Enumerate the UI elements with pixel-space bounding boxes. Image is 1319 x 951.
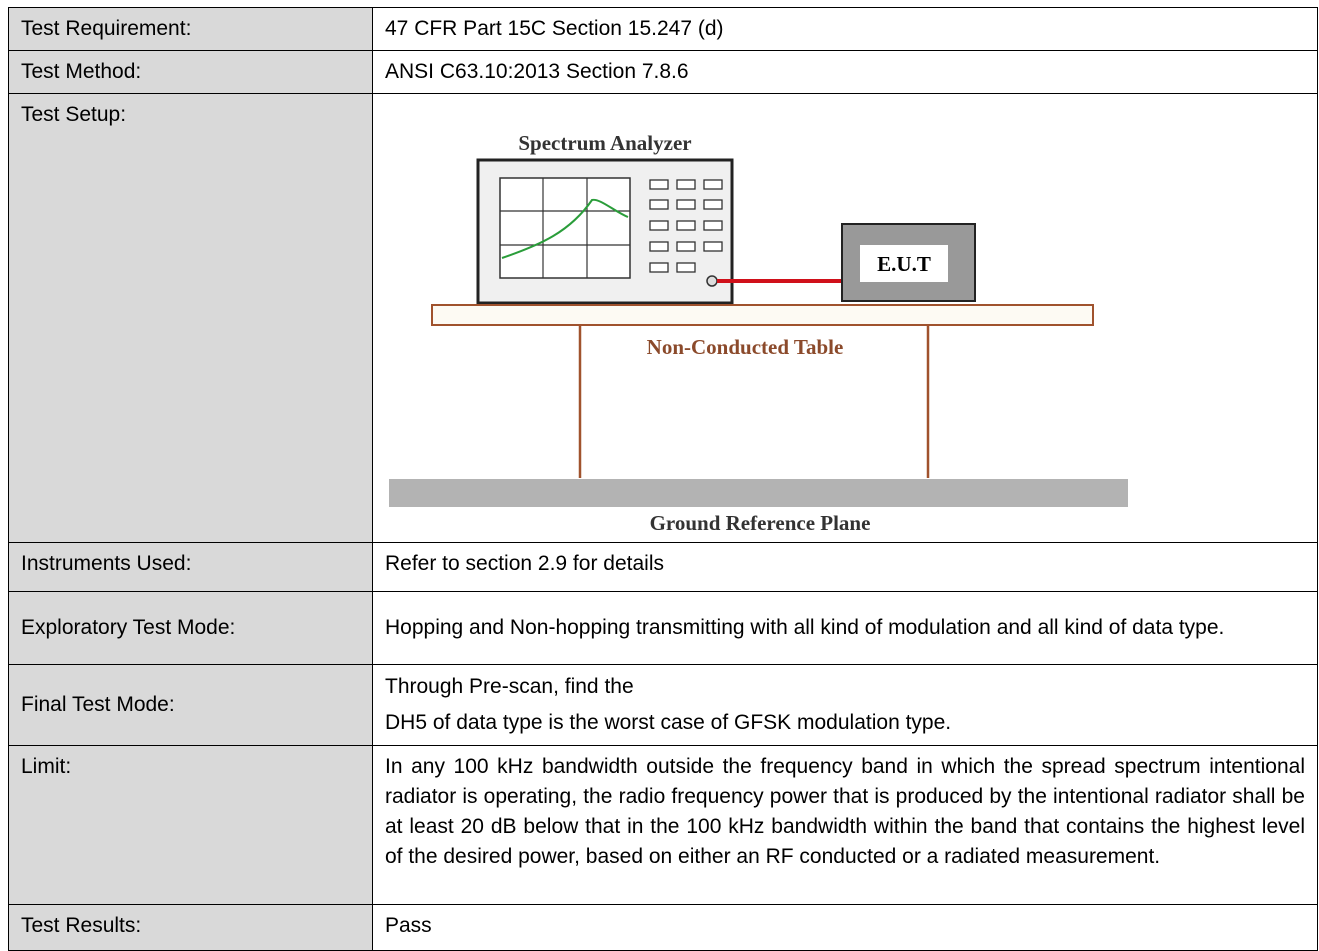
row-label: Test Method:: [8, 50, 373, 94]
ground-plane: [389, 479, 1128, 507]
row-label: Exploratory Test Mode:: [8, 591, 373, 665]
row-label: Limit:: [8, 745, 373, 905]
table-row: Instruments Used: Refer to section 2.9 fo…: [8, 542, 1318, 592]
table-row: Final Test Mode: Through Pre-scan, find t…: [8, 664, 1318, 746]
paragraph: In any 100 kHz bandwidth outside the fre…: [385, 755, 1305, 868]
row-label: Test Setup:: [8, 93, 373, 543]
paragraph: Pass: [385, 914, 432, 937]
eut-label: E.U.T: [877, 252, 931, 276]
table-top: [431, 304, 1094, 326]
eut-label-box: [860, 245, 948, 282]
analyzer-label: Spectrum Analyzer: [518, 131, 691, 155]
row-value: ANSI C63.10:2013 Section 7.8.6: [372, 50, 1318, 94]
paragraph: ANSI C63.10:2013 Section 7.8.6: [385, 60, 689, 83]
buttons: [649, 179, 723, 273]
trace: [501, 198, 629, 259]
row-value: 47 CFR Part 15C Section 15.247 (d): [372, 7, 1318, 51]
paragraph: Through Pre-scan, find the: [385, 675, 634, 698]
table-row: Limit: In any 100 kHz bandwidth outside t…: [8, 745, 1318, 905]
row-value: Refer to section 2.9 for details: [372, 542, 1318, 592]
row-label: Test Requirement:: [8, 7, 373, 51]
paragraph: DH5 of data type is the worst case of GF…: [385, 711, 952, 734]
table-row: Exploratory Test Mode: Hopping and Non-ho…: [8, 591, 1318, 665]
table-row: Test Requirement: 47 CFR Part 15C Section…: [8, 7, 1318, 51]
row-label: Test Results:: [8, 904, 373, 951]
paragraph: Refer to section 2.9 for details: [385, 552, 664, 575]
connector: [706, 275, 718, 287]
test-setup-diagram: Spectrum Analyzer E.U.T Non-Conducted Ta…: [389, 131, 1128, 535]
row-value: Hopping and Non-hopping transmitting wit…: [372, 591, 1318, 665]
row-label: Instruments Used:: [8, 542, 373, 592]
screen-grid: [500, 178, 630, 278]
row-value: Pass: [372, 904, 1318, 951]
table-label: Non-Conducted Table: [647, 335, 844, 359]
row-label: Final Test Mode:: [8, 664, 373, 746]
paragraph: Hopping and Non-hopping transmitting wit…: [385, 616, 1225, 639]
paragraph: 47 CFR Part 15C Section 15.247 (d): [385, 17, 724, 40]
table-row: Test Method: ANSI C63.10:2013 Section 7.8…: [8, 50, 1318, 94]
row-value: In any 100 kHz bandwidth outside the fre…: [372, 745, 1318, 905]
table-row: Test Results: Pass: [8, 904, 1318, 951]
row-value: Through Pre-scan, find the DH5 of data ty…: [372, 664, 1318, 746]
ground-label: Ground Reference Plane: [650, 511, 871, 535]
